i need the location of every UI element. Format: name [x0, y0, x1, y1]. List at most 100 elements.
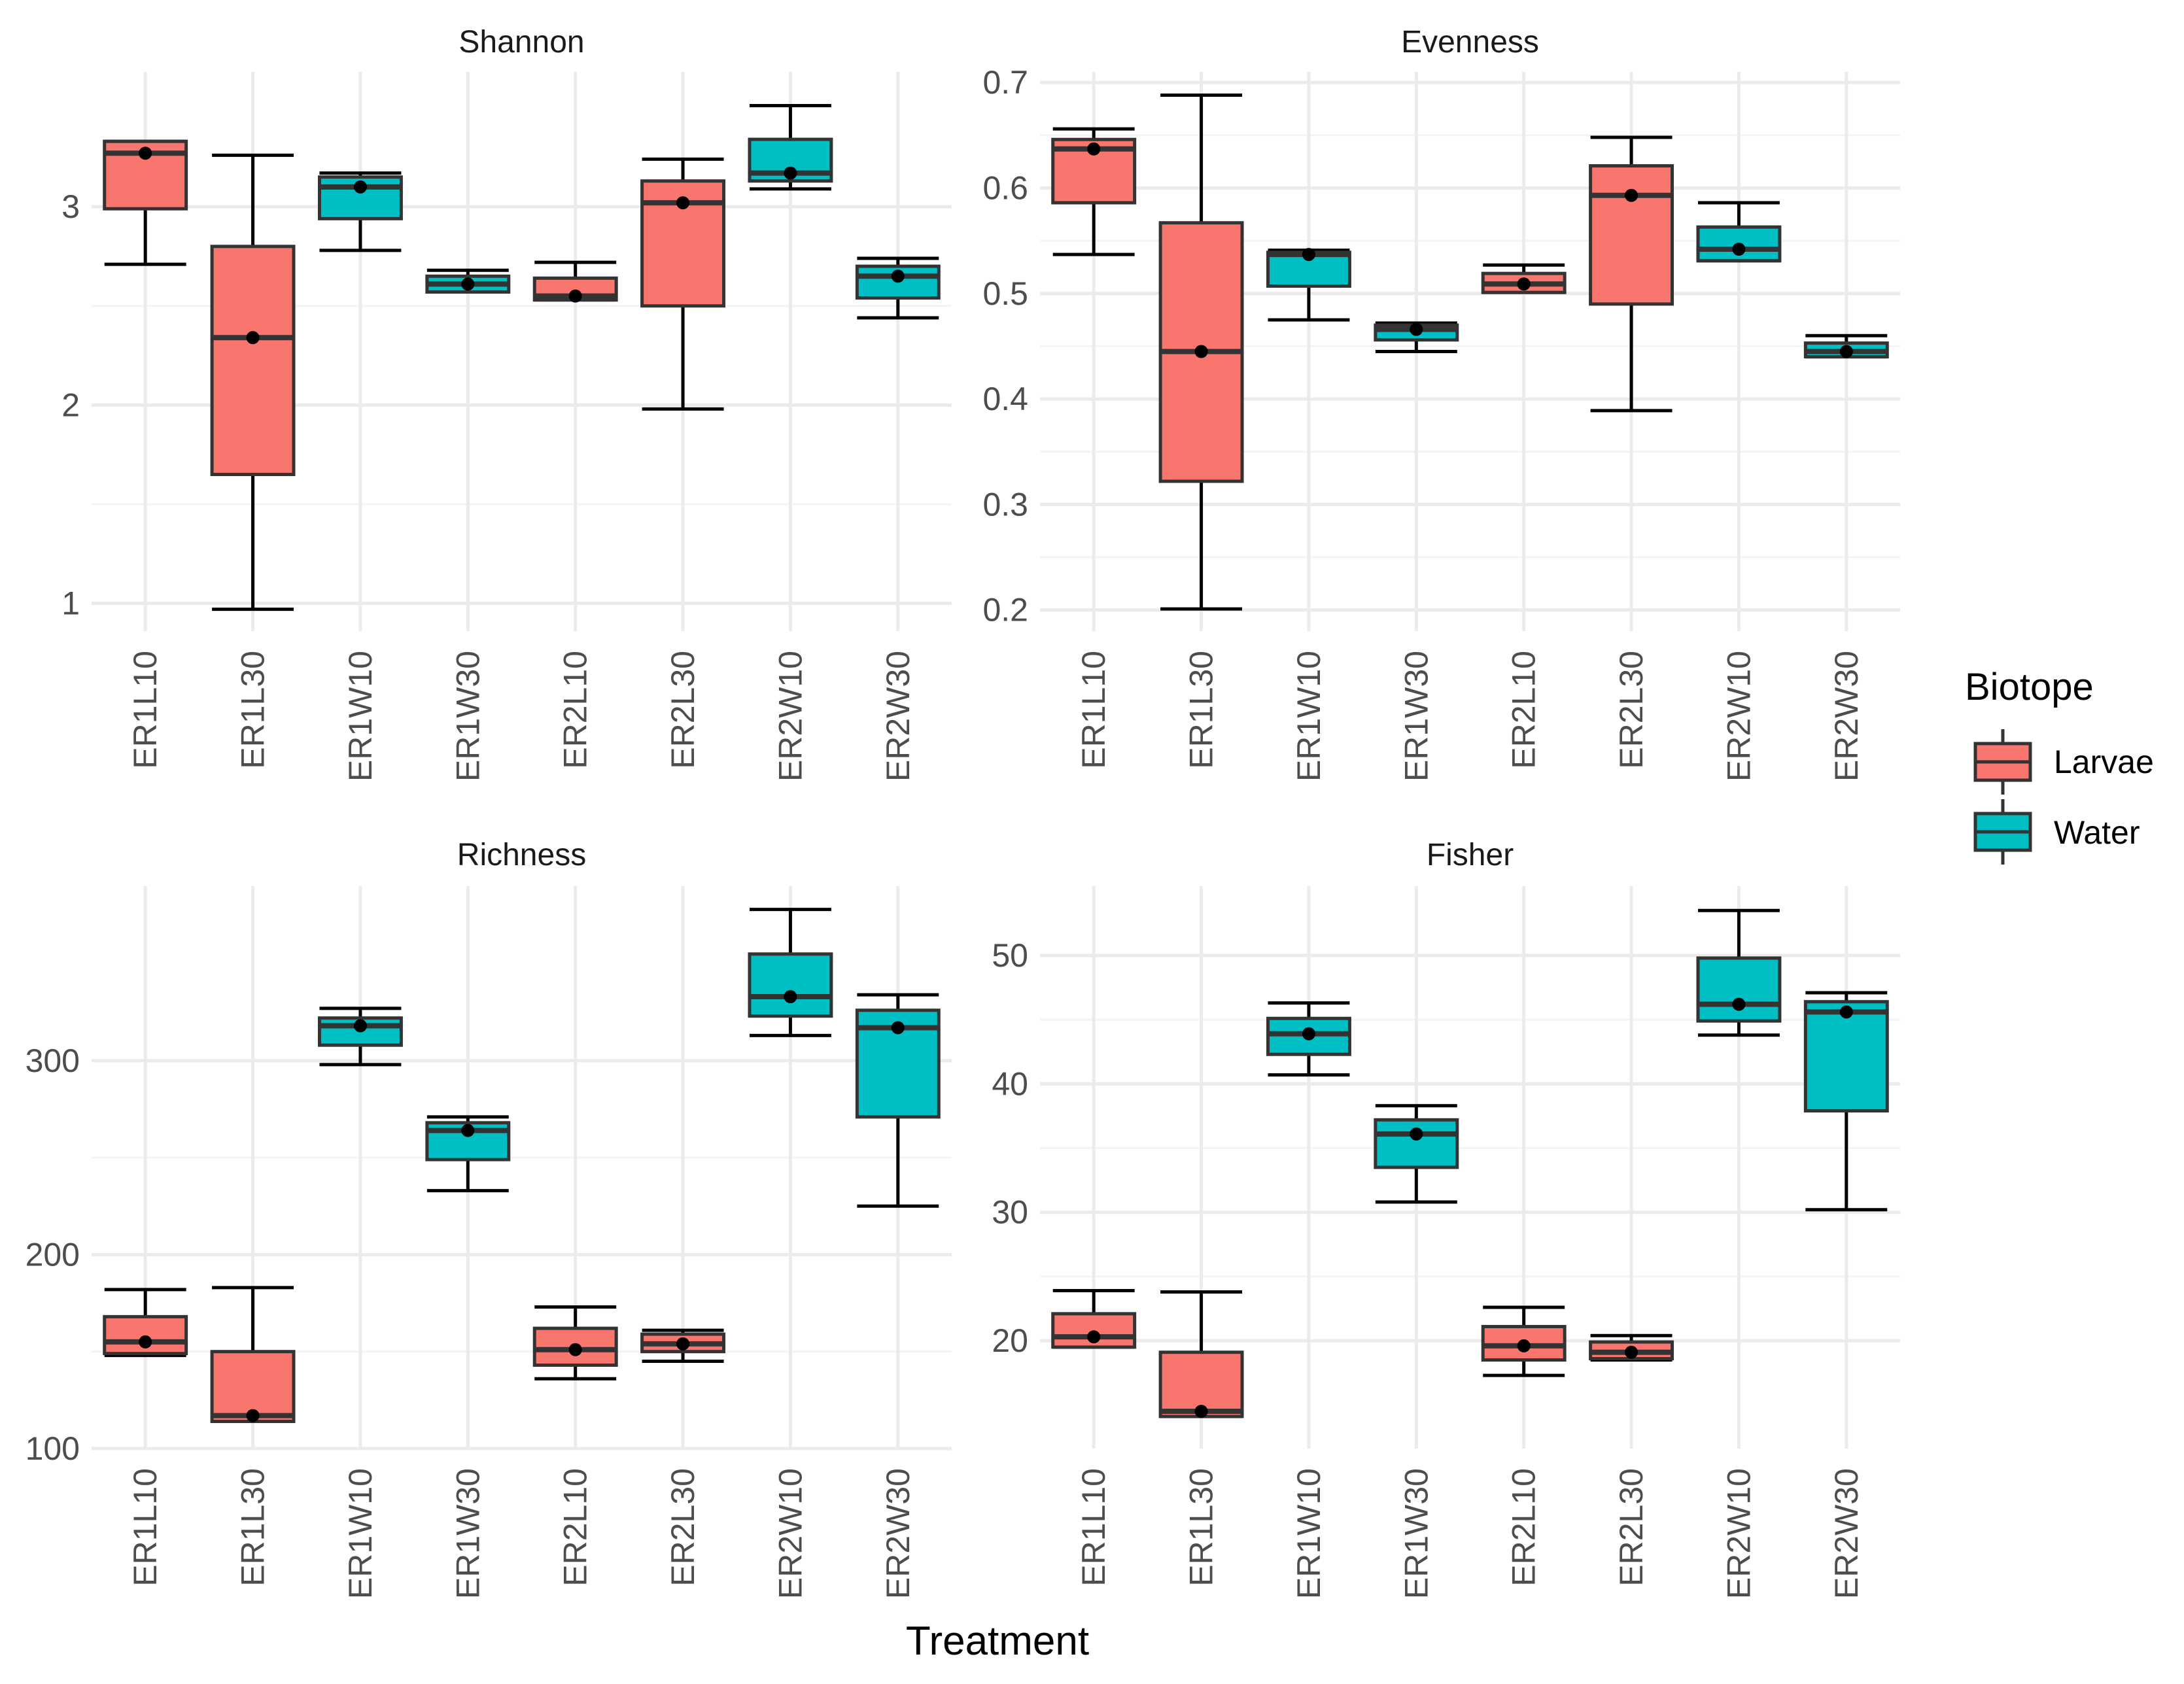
legend: Biotope Larvae Water	[1965, 666, 2154, 865]
median-point	[1732, 997, 1746, 1011]
median-point	[676, 1337, 690, 1350]
x-tick-label: ER1W10	[1291, 651, 1327, 782]
median-point	[891, 1021, 905, 1035]
box-ER2L10	[1481, 1305, 1567, 1377]
x-tick-label: ER1W30	[1398, 651, 1434, 782]
x-tick-label: ER1L30	[1183, 651, 1220, 769]
box-ER1W30	[425, 1115, 511, 1193]
x-tick-label: ER2L10	[1506, 1468, 1542, 1587]
box-ER1W30	[425, 268, 511, 294]
x-tick-label: ER2W30	[880, 651, 916, 782]
x-tick-label: ER2L10	[557, 651, 594, 769]
x-tick-label: ER1L10	[1075, 651, 1112, 769]
median-point	[1410, 322, 1423, 336]
box-iqr	[748, 952, 833, 1018]
box-ER1L10	[1051, 1288, 1137, 1349]
box-ER1L30	[210, 153, 296, 611]
median-point	[1517, 1339, 1531, 1352]
median-point	[1732, 243, 1746, 256]
y-tick-label: 20	[992, 1322, 1028, 1359]
box-ER2W10	[748, 104, 833, 191]
legend-label-water: Water	[2054, 814, 2140, 851]
x-tick-label: ER1W30	[449, 651, 486, 782]
box-ER2L10	[532, 1305, 618, 1381]
median-point	[1839, 1005, 1853, 1019]
box-ER2L30	[640, 157, 726, 411]
y-tick-label: 50	[992, 937, 1028, 974]
box-ER2W30	[1803, 334, 1889, 359]
box-ER1L10	[1051, 127, 1137, 256]
box-ER1W10	[1266, 1001, 1351, 1077]
box-ER1L10	[103, 1288, 188, 1358]
y-tick-label: 2	[61, 387, 80, 423]
x-tick-label: ER2L10	[557, 1468, 594, 1587]
evenness-panel: Evenness 0.2 0.3 0.4 0.5 0.6 0.7 ER1L10 ER1L30 ER…	[982, 25, 1900, 782]
median-point	[139, 1335, 152, 1349]
panel-title: Evenness	[1401, 25, 1539, 60]
median-point	[246, 331, 260, 345]
median-point	[1194, 345, 1208, 358]
x-tick-label: ER2L30	[665, 1468, 701, 1587]
median-point	[1410, 1127, 1423, 1141]
median-point	[246, 1409, 260, 1422]
median-point	[891, 269, 905, 283]
y-tick-label: 0.4	[982, 381, 1028, 417]
box-ER2W10	[1696, 908, 1782, 1037]
box-ER2W10	[1696, 201, 1782, 263]
box-ER2W30	[1803, 991, 1889, 1212]
x-tick-label: ER2W30	[1828, 1468, 1865, 1599]
y-tick-label: 40	[992, 1065, 1028, 1102]
y-tick-label: 3	[61, 188, 80, 225]
x-tick-label: ER2W10	[772, 651, 808, 782]
box-iqr	[1803, 1000, 1889, 1113]
median-point	[568, 1343, 582, 1356]
box-ER1W10	[317, 1006, 403, 1067]
x-tick-label: ER2W10	[772, 1468, 808, 1599]
median-point	[461, 277, 475, 291]
x-tick-label: ER2L10	[1506, 651, 1542, 769]
x-tick-label: ER1L10	[1075, 1468, 1112, 1587]
panel-title: Richness	[457, 838, 586, 872]
box-iqr	[1696, 956, 1782, 1023]
panel-title: Fisher	[1427, 838, 1514, 872]
legend-label-larvae: Larvae	[2054, 744, 2154, 780]
x-tick-label: ER1L10	[127, 1468, 164, 1587]
y-tick-label: 0.2	[982, 592, 1028, 628]
median-point	[784, 166, 797, 180]
x-tick-label: ER1L30	[235, 1468, 271, 1587]
median-point	[784, 990, 797, 1004]
median-point	[1087, 1330, 1101, 1344]
x-tick-label: ER2L30	[1613, 651, 1650, 769]
y-tick-label: 100	[26, 1430, 80, 1467]
median-point	[1625, 1345, 1638, 1359]
y-tick-label: 0.7	[982, 64, 1028, 101]
y-tick-label: 0.6	[982, 169, 1028, 206]
box-iqr	[1589, 164, 1674, 306]
shannon-panel: Shannon 1 2 3 ER1L10 ER1L30 ER1W10 ER1W30 ER2L10…	[61, 25, 952, 782]
y-tick-label: 200	[26, 1236, 80, 1273]
panel-title: Shannon	[459, 25, 584, 60]
median-point	[461, 1124, 475, 1137]
y-tick-label: 300	[26, 1042, 80, 1079]
y-tick-label: 0.3	[982, 486, 1028, 523]
legend-title: Biotope	[1965, 666, 2094, 708]
x-tick-label: ER1L30	[235, 651, 271, 769]
x-tick-label: ER2W30	[880, 1468, 916, 1599]
box-ER1L10	[103, 139, 188, 266]
x-tick-label: ER1W10	[1291, 1468, 1327, 1599]
x-tick-label: ER1L30	[1183, 1468, 1220, 1587]
fisher-panel: Fisher 20 30 40 50 ER1L10 ER1L30 ER1W10 ER1W30 ER…	[992, 838, 1900, 1599]
x-tick-label: ER1L10	[127, 651, 164, 769]
box-ER1L30	[1158, 93, 1244, 611]
box-ER1W10	[317, 171, 403, 252]
box-ER2L10	[1481, 263, 1567, 294]
median-point	[1302, 1027, 1315, 1040]
x-tick-label: ER2W10	[1720, 1468, 1757, 1599]
box-ER2L30	[1589, 135, 1674, 413]
median-point	[676, 196, 690, 210]
box-ER2L30	[1589, 1333, 1674, 1362]
median-point	[353, 180, 367, 194]
y-tick-label: 1	[61, 585, 80, 622]
y-tick-label: 0.5	[982, 275, 1028, 312]
